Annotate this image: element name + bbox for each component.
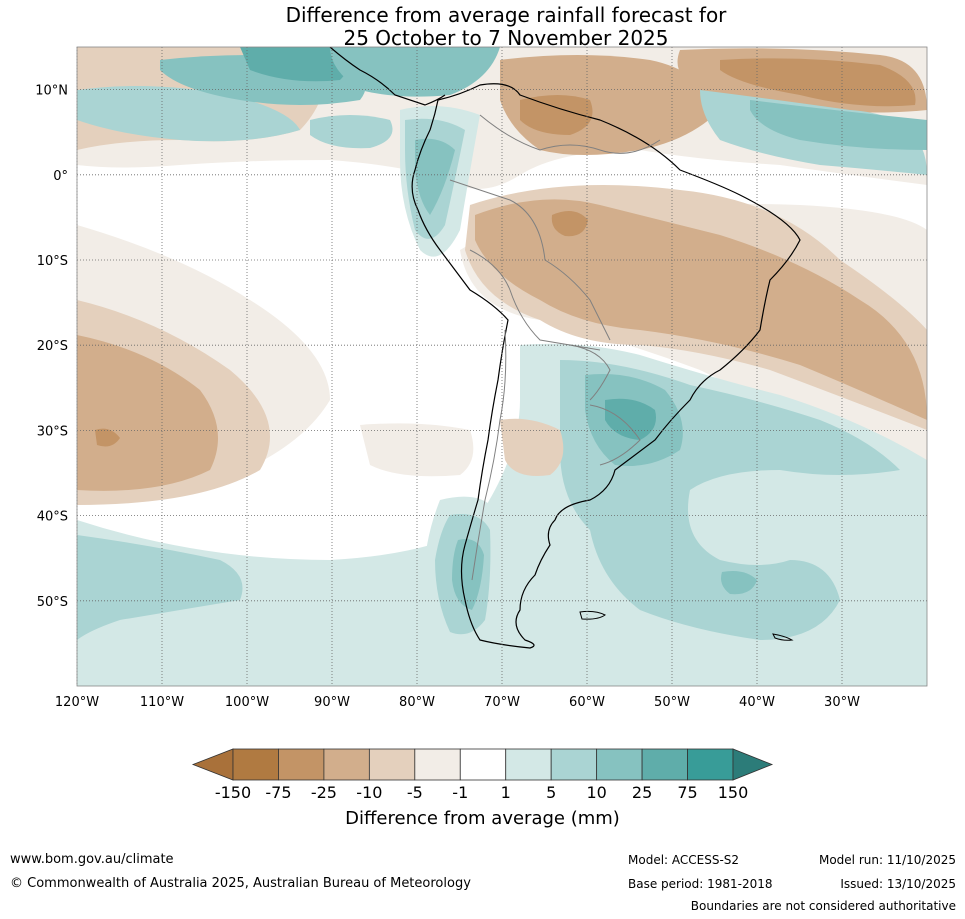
lon-tick-label: 110°W <box>140 695 184 710</box>
region-ne-atlantic-dark <box>720 58 916 107</box>
border-argentina-chile <box>471 329 507 581</box>
lat-tick-label: 10°N <box>35 84 68 99</box>
colorbar-max-arrow <box>732 748 774 781</box>
lon-tick-label: 50°W <box>654 695 690 710</box>
region-brazil-dark-spot <box>551 211 588 237</box>
colorbar-title: Difference from average (mm) <box>345 808 620 829</box>
region-uruguay-teal-dark <box>605 398 656 440</box>
title-line-1: Difference from average rainfall forecas… <box>285 3 727 27</box>
region-caribbean-dark <box>520 95 593 135</box>
colorbar-bin <box>641 748 688 781</box>
colorbar-bin <box>414 748 461 781</box>
colorbar-tick-label: 75 <box>677 783 698 802</box>
central-america-coastline <box>329 47 446 106</box>
region-east-teal-dark <box>750 100 927 150</box>
footer-model-run: Model run: 11/10/2025 <box>818 853 956 867</box>
border-colombia-venezuela <box>479 114 661 154</box>
colorbar-bin <box>687 748 734 781</box>
lon-labels: 120°W 110°W 100°W 90°W 80°W 70°W 60°W 50°W 40°W 3… <box>55 695 860 710</box>
footer-copyright: © Commonwealth of Australia 2025, Austra… <box>10 876 471 891</box>
region-atlantic-teal-spot <box>721 571 757 595</box>
lat-tick-label: 30°S <box>37 424 68 439</box>
lon-tick-label: 70°W <box>484 695 520 710</box>
lat-tick-label: 0° <box>53 169 68 184</box>
colorbar-bin <box>323 748 370 781</box>
lat-labels: 10°N 0° 10°S 20°S 30°S 40°S 50°S <box>35 84 68 610</box>
colorbar <box>191 748 774 781</box>
colorbar-tick-label: -5 <box>406 783 423 802</box>
lon-tick-label: 80°W <box>399 695 435 710</box>
border-amazon <box>449 179 611 341</box>
colorbar-bin <box>505 748 552 781</box>
colorbar-bin <box>596 748 643 781</box>
lat-tick-label: 40°S <box>37 510 68 525</box>
map-title: Difference from average rainfall forecas… <box>0 4 965 50</box>
colorbar-bin <box>278 748 325 781</box>
colorbar-tick-label: -10 <box>356 783 383 802</box>
colorbar-tick-label: 150 <box>717 783 749 802</box>
lat-tick-label: 20°S <box>37 339 68 354</box>
colorbar-bin <box>459 748 507 781</box>
colorbar-tick-label: -75 <box>265 783 292 802</box>
region-pacific-mid-brown <box>77 335 218 491</box>
footer-website: www.bom.gov.au/climate <box>10 852 174 867</box>
anomaly-fields <box>77 47 927 686</box>
colorbar-tick-label: -25 <box>310 783 337 802</box>
lat-tick-label: 50°S <box>37 595 68 610</box>
lon-tick-label: 30°W <box>824 695 860 710</box>
colorbar-bin <box>368 748 416 781</box>
footer-model: Model: ACCESS-S2 <box>628 853 740 867</box>
title-line-2: 25 October to 7 November 2025 <box>343 26 669 50</box>
footer-base-period: Base period: 1981-2018 <box>628 877 773 891</box>
region-ecuador-teal-dark <box>415 138 455 215</box>
border-paraguay <box>569 344 611 401</box>
region-pacific-dark-spot <box>95 428 120 447</box>
colorbar-tick-label: 10 <box>586 783 607 802</box>
lon-tick-label: 90°W <box>314 695 350 710</box>
footer-issued: Issued: 13/10/2025 <box>840 877 956 891</box>
lon-tick-label: 100°W <box>225 695 269 710</box>
lon-tick-label: 120°W <box>55 695 99 710</box>
falklands-coastline <box>579 610 606 620</box>
region-north-teal-3 <box>240 47 348 82</box>
lon-tick-label: 40°W <box>739 695 775 710</box>
colorbar-tick-label: -1 <box>452 783 469 802</box>
lat-tick-label: 10°S <box>37 254 68 269</box>
colorbar-tick-label: 5 <box>546 783 557 802</box>
colorbar-tick-label: -150 <box>214 783 252 802</box>
colorbar-min-arrow <box>191 748 234 781</box>
footer-disclaimer: Boundaries are not considered authoritat… <box>690 899 956 913</box>
region-north-teal-4 <box>330 47 500 97</box>
map-frame <box>76 46 928 687</box>
lon-tick-label: 60°W <box>569 695 605 710</box>
south-georgia-coastline <box>772 633 794 641</box>
colorbar-tick-label: 25 <box>631 783 653 802</box>
coastlines <box>329 47 801 649</box>
region-southern-pacific-teal <box>77 535 243 640</box>
region-mid-teal <box>310 115 393 149</box>
region-argentina-brown <box>500 418 564 476</box>
colorbar-bin <box>550 748 598 781</box>
region-brazil-mid-brown <box>475 199 927 420</box>
south-america-coastline <box>411 83 801 649</box>
border-uruguay-brazil <box>589 404 641 466</box>
colorbar-tick-label: 1 <box>500 783 511 802</box>
graticule <box>76 47 927 686</box>
colorbar-bin <box>232 748 279 781</box>
